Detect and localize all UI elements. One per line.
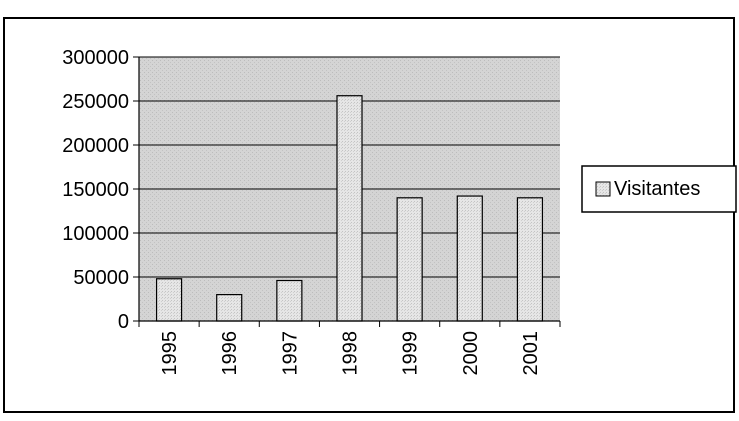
y-tick-labels: 0 50000 100000 150000 200000 250000 300000 [62,47,129,333]
y-tick-label: 50000 [73,267,129,289]
bar [336,95,363,322]
x-tick-labels: 1995 1996 1997 1998 1999 2000 2001 [159,331,542,376]
bar [456,195,483,322]
bar [216,294,243,322]
bar [396,197,423,322]
x-tick-label: 1999 [400,331,422,376]
bar [516,197,544,322]
bars [155,95,544,322]
x-tick-label: 1997 [279,331,301,376]
x-tick-label: 2001 [520,331,542,376]
y-tick-label: 0 [118,311,129,333]
x-tick-label: 1996 [219,331,241,376]
x-tick-label: 2000 [460,331,482,376]
y-tick-label: 150000 [62,179,129,201]
y-tick-label: 250000 [62,91,129,113]
y-tick-label: 200000 [62,135,129,157]
bar [155,278,183,322]
x-tick-label: 1995 [159,331,181,376]
axes [133,56,561,327]
y-tick-label: 300000 [62,47,129,69]
x-tick-label: 1998 [340,331,362,376]
y-tick-label: 100000 [62,223,129,245]
bar [276,279,303,322]
legend-swatch [595,181,611,197]
legend: Visitantes [581,165,737,213]
legend-label: Visitantes [614,178,700,200]
